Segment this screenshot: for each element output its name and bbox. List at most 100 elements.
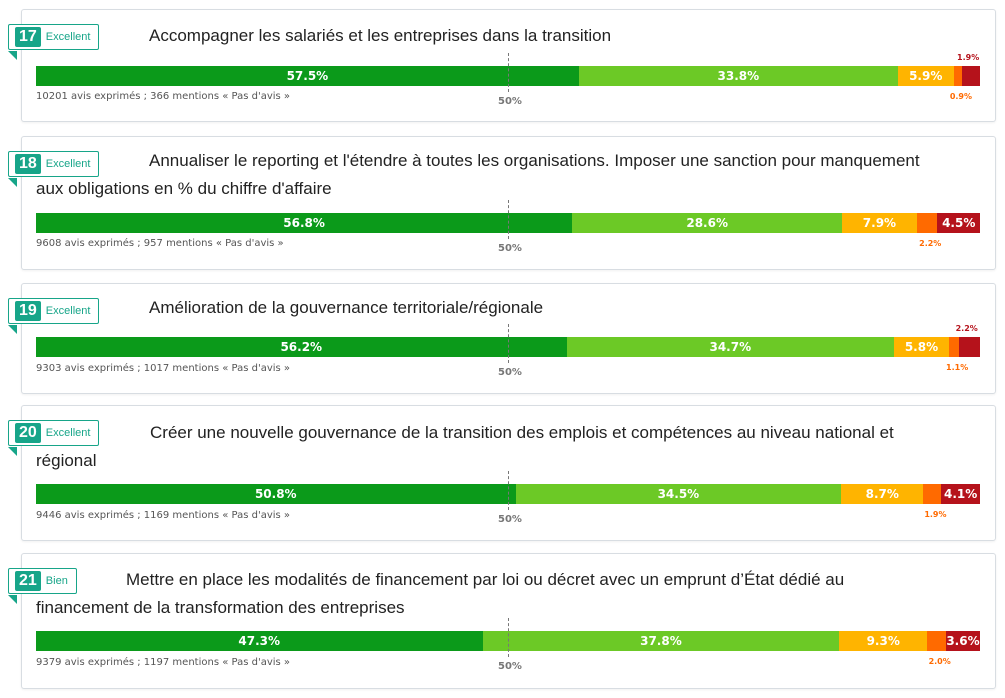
vote-stats: 10201 avis exprimés ; 366 mentions « Pas… <box>36 91 291 102</box>
bar-segment-bien: 9.3% <box>839 631 928 651</box>
majority-judgment-bar: 56.2% 34.7% 5.8% <box>36 337 980 357</box>
bar-segment-bien: 5.8% <box>894 337 949 357</box>
majority-judgment-bar: 57.5% 33.8% 5.9% <box>36 66 980 86</box>
segment-label: 33.8% <box>717 69 760 83</box>
proposal-title-line2: financement de la transformation des ent… <box>36 598 405 617</box>
segment-label: 8.7% <box>865 487 899 501</box>
bar-segment-tres-bien: 33.8% <box>578 66 898 86</box>
segment-label: 9.3% <box>866 634 900 648</box>
proposal-title[interactable]: Accompagner les salariés et les entrepri… <box>36 22 981 50</box>
bar-segment-excellent: 56.8% <box>36 213 573 233</box>
bar-segment-assez-bien <box>927 631 946 651</box>
vote-stats: 9379 avis exprimés ; 1197 mentions « Pas… <box>36 657 291 668</box>
rank-number: 19 <box>15 301 41 321</box>
segment-label-assez-bien: 2.2% <box>919 239 942 248</box>
grade-label: Excellent <box>45 305 91 317</box>
proposal-title[interactable]: Mettre en place les modalités de finance… <box>36 566 981 622</box>
bar-segment-passable: 3.6% <box>945 631 980 651</box>
segment-label-assez-bien: 1.9% <box>924 510 947 519</box>
bar-segment-bien: 5.9% <box>897 66 954 86</box>
rank-badge: 19 Excellent <box>7 298 100 334</box>
segment-label-assez-bien: 2.0% <box>928 657 951 666</box>
rank-badge: 21 Bien <box>7 568 77 604</box>
median-line <box>508 471 509 510</box>
proposal-title-line1: Créer une nouvelle gouvernance de la tra… <box>150 423 894 442</box>
segment-label: 56.2% <box>280 340 323 354</box>
proposal-title-line1: Mettre en place les modalités de finance… <box>126 570 845 589</box>
rank-badge: 17 Excellent <box>7 24 100 60</box>
segment-label-passable: 1.9% <box>957 53 980 62</box>
median-label: 50% <box>498 661 522 672</box>
segment-label: 34.7% <box>709 340 752 354</box>
segment-label: 34.5% <box>657 487 700 501</box>
segment-label: 47.3% <box>238 634 281 648</box>
segment-label: 50.8% <box>254 487 297 501</box>
segment-label: 4.1% <box>943 487 978 501</box>
bar-segment-bien: 8.7% <box>841 484 924 504</box>
proposal-card[interactable]: 20 Excellent Créer une nouvelle gouvernanc… <box>7 405 996 541</box>
vote-stats: 9608 avis exprimés ; 957 mentions « Pas … <box>36 238 284 249</box>
grade-label: Bien <box>45 575 68 587</box>
segment-label: 37.8% <box>640 634 682 648</box>
segment-label: 57.5% <box>286 69 329 83</box>
rank-badge: 20 Excellent <box>7 420 100 456</box>
bar-segment-assez-bien <box>948 337 960 357</box>
segment-label-assez-bien: 0.9% <box>949 92 972 101</box>
proposal-title[interactable]: Amélioration de la gouvernance territori… <box>36 294 981 322</box>
bar-segment-excellent: 57.5% <box>36 66 579 86</box>
bar-segment-passable: 4.1% <box>941 484 980 504</box>
proposal-title-line2: aux obligations en % du chiffre d'affair… <box>36 179 332 198</box>
bar-segment-excellent: 47.3% <box>36 631 483 651</box>
proposal-card[interactable]: 19 Excellent Amélioration de la gouvernanc… <box>7 283 996 394</box>
bar-segment-excellent: 56.2% <box>36 337 567 357</box>
vote-stats: 9446 avis exprimés ; 1169 mentions « Pas… <box>36 510 291 521</box>
median-label: 50% <box>498 96 522 107</box>
median-label: 50% <box>498 243 522 254</box>
bar-segment-assez-bien <box>916 213 938 233</box>
majority-judgment-bar: 47.3% 37.8% 9.3% 3.6% <box>36 631 980 651</box>
median-line <box>508 53 509 92</box>
median-label: 50% <box>498 514 522 525</box>
bar-segment-bien: 7.9% <box>842 213 917 233</box>
bar-segment-tres-bien: 28.6% <box>572 213 843 233</box>
rank-number: 20 <box>15 423 41 443</box>
segment-label: 7.9% <box>862 216 897 230</box>
segment-label: 28.6% <box>686 216 728 230</box>
segment-label: 5.8% <box>904 340 939 354</box>
proposal-title-line1: Amélioration de la gouvernance territori… <box>149 298 544 317</box>
bar-segment-assez-bien <box>953 66 963 86</box>
grade-label: Excellent <box>45 427 91 439</box>
bar-segment-tres-bien: 37.8% <box>482 631 840 651</box>
segment-label: 56.8% <box>283 216 325 230</box>
segment-label: 4.5% <box>942 216 976 230</box>
majority-judgment-bar: 56.8% 28.6% 7.9% 4.5% <box>36 213 980 233</box>
segment-label-assez-bien: 1.1% <box>946 363 969 372</box>
rank-number: 21 <box>15 571 41 591</box>
bar-segment-tres-bien: 34.5% <box>515 484 842 504</box>
median-line <box>508 200 509 239</box>
median-label: 50% <box>498 367 522 378</box>
segment-label: 5.9% <box>909 69 943 83</box>
proposal-title[interactable]: Créer une nouvelle gouvernance de la tra… <box>36 419 981 475</box>
proposal-title[interactable]: Annualiser le reporting et l'étendre à t… <box>36 147 981 203</box>
rank-number: 18 <box>15 154 41 174</box>
bar-segment-tres-bien: 34.7% <box>566 337 895 357</box>
bar-segment-passable: 4.5% <box>937 213 980 233</box>
majority-judgment-bar: 50.8% 34.5% 8.7% 4.1% <box>36 484 980 504</box>
bar-segment-passable <box>962 66 980 86</box>
median-line <box>508 324 509 363</box>
segment-label-passable: 2.2% <box>955 324 978 333</box>
proposal-card[interactable]: 21 Bien Mettre en place les modalités de f… <box>7 553 996 689</box>
bar-segment-excellent: 50.8% <box>36 484 516 504</box>
bar-segment-passable <box>959 337 980 357</box>
proposal-title-line2: régional <box>36 451 97 470</box>
median-line <box>508 618 509 657</box>
grade-label: Excellent <box>45 158 91 170</box>
rank-number: 17 <box>15 27 41 47</box>
proposal-card[interactable]: 17 Excellent Accompagner les salariés et l… <box>7 9 996 122</box>
grade-label: Excellent <box>45 31 91 43</box>
vote-stats: 9303 avis exprimés ; 1017 mentions « Pas… <box>36 363 291 374</box>
proposal-card[interactable]: 18 Excellent Annualiser le reporting et l'… <box>7 136 996 270</box>
bar-segment-assez-bien <box>923 484 942 504</box>
rank-badge: 18 Excellent <box>7 151 100 187</box>
